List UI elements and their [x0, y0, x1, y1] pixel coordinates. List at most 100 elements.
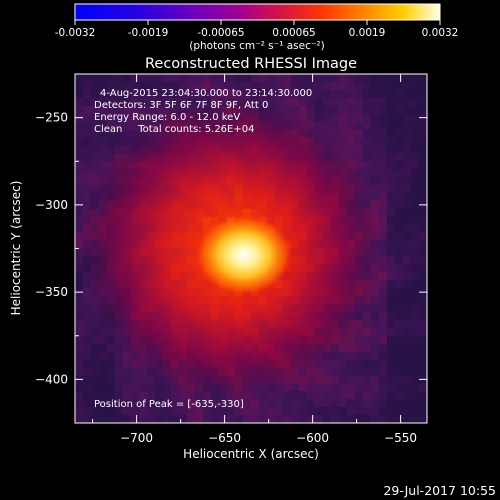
- image-pixel: [395, 89, 404, 99]
- image-pixel: [75, 264, 84, 273]
- image-pixel: [107, 391, 116, 400]
- image-pixel: [387, 216, 396, 226]
- image-pixel: [163, 391, 172, 400]
- image-pixel: [219, 407, 228, 416]
- image-pixel: [83, 407, 92, 416]
- image-pixel: [283, 81, 292, 91]
- image-pixel: [379, 272, 388, 281]
- image-pixel: [91, 81, 100, 91]
- image-pixel: [123, 391, 132, 400]
- image-pixel: [379, 121, 388, 130]
- image-pixel: [147, 415, 156, 423]
- image-pixel: [83, 311, 92, 321]
- image-pixel: [347, 81, 356, 91]
- image-pixel: [331, 415, 340, 423]
- image-pixel: [99, 153, 108, 162]
- image-pixel: [387, 145, 396, 154]
- image-pixel: [387, 319, 396, 329]
- image-pixel: [179, 391, 188, 400]
- image-pixel: [107, 129, 116, 138]
- image-pixel: [379, 89, 388, 99]
- image-pixel: [355, 359, 364, 368]
- y-axis-label: Heliocentric Y (arcsec): [9, 181, 23, 316]
- image-pixel: [419, 177, 427, 186]
- image-pixel: [83, 113, 92, 122]
- image-pixel: [419, 264, 427, 273]
- image-pixel: [387, 192, 396, 202]
- image-pixel: [419, 391, 427, 400]
- image-pixel: [235, 415, 244, 423]
- image-pixel: [155, 383, 164, 392]
- image-pixel: [371, 161, 380, 170]
- image-pixel: [419, 145, 427, 154]
- image-pixel: [75, 296, 84, 305]
- image-pixel: [99, 367, 108, 376]
- image-pixel: [395, 264, 404, 273]
- image-pixel: [371, 177, 380, 186]
- image-pixel: [387, 407, 396, 416]
- image-pixel: [403, 248, 412, 257]
- image-pixel: [75, 185, 84, 194]
- image-pixel: [75, 248, 84, 257]
- image-pixel: [403, 74, 412, 83]
- image-pixel: [147, 375, 156, 384]
- image-pixel: [299, 81, 308, 91]
- image-pixel: [75, 145, 84, 154]
- image-pixel: [363, 129, 372, 138]
- image-pixel: [99, 113, 108, 122]
- image-pixel: [83, 74, 92, 83]
- image-pixel: [387, 105, 396, 115]
- x-tick-label: −550: [384, 431, 417, 445]
- image-pixel: [403, 153, 412, 162]
- image-pixel: [411, 343, 420, 353]
- image-pixel: [339, 343, 348, 353]
- image-pixel: [419, 343, 427, 353]
- image-pixel: [243, 415, 252, 423]
- footer-timestamp: 29-Jul-2017 10:55: [383, 483, 496, 498]
- image-pixel: [283, 74, 292, 83]
- image-pixel: [91, 359, 100, 368]
- image-pixel: [75, 335, 84, 345]
- image-pixel: [403, 359, 412, 368]
- image-pixel: [411, 97, 420, 107]
- image-pixel: [107, 375, 116, 384]
- image-pixel: [99, 383, 108, 392]
- image-pixel: [387, 74, 396, 83]
- image-pixel: [131, 407, 140, 416]
- image-pixel: [75, 161, 84, 170]
- image-pixel: [339, 383, 348, 392]
- image-pixel: [379, 224, 388, 234]
- image-pixel: [83, 296, 92, 305]
- image-pixel: [347, 367, 356, 376]
- image-pixel: [83, 169, 92, 178]
- image-pixel: [275, 399, 284, 408]
- image-pixel: [339, 89, 348, 99]
- image-pixel: [395, 256, 404, 265]
- image-pixel: [227, 81, 236, 91]
- image-pixel: [187, 399, 196, 408]
- image-pixel: [171, 97, 180, 107]
- image-pixel: [363, 391, 372, 400]
- image-pixel: [187, 415, 196, 423]
- image-pixel: [131, 121, 140, 130]
- image-pixel: [75, 304, 84, 313]
- image-pixel: [395, 161, 404, 170]
- image-pixel: [291, 399, 300, 408]
- image-pixel: [139, 415, 148, 423]
- image-pixel: [99, 391, 108, 400]
- image-pixel: [419, 319, 427, 329]
- image-pixel: [339, 375, 348, 384]
- image-pixel: [411, 240, 420, 249]
- image-pixel: [323, 407, 332, 416]
- image-pixel: [387, 399, 396, 408]
- y-tick-label: −300: [35, 198, 68, 212]
- image-pixel: [363, 145, 372, 154]
- image-pixel: [355, 97, 364, 107]
- image-pixel: [395, 367, 404, 376]
- image-pixel: [419, 407, 427, 416]
- image-pixel: [107, 351, 116, 360]
- image-pixel: [339, 137, 348, 146]
- image-pixel: [339, 359, 348, 368]
- image-pixel: [211, 89, 220, 99]
- image-pixel: [307, 81, 316, 91]
